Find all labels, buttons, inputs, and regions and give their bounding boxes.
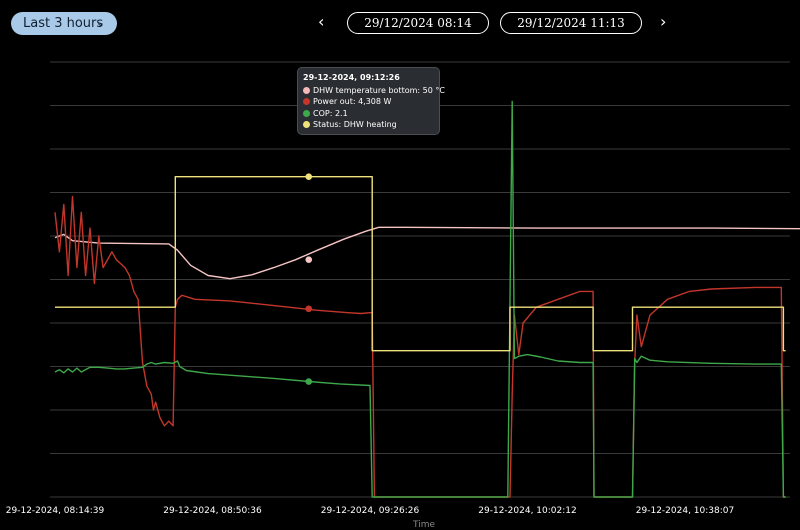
series-cop-line [54,100,786,498]
hover-marker-power-out [305,305,313,313]
x-tick-label: 29-12-2024, 10:38:07 [636,506,734,516]
start-date-field[interactable]: 29/12/2024 08:14 [347,12,489,34]
hover-marker-status [305,173,313,180]
tooltip-row-cop: COP: 2.1 [303,108,434,120]
next-period-button[interactable]: › [660,12,666,31]
hover-markers [305,173,313,385]
status-dot-icon [303,121,310,129]
series-status-line [55,176,786,352]
tooltip-cop-text: COP: 2.1 [313,108,348,118]
x-tick-label: 29-12-2024, 09:26:26 [321,506,420,516]
hover-marker-dhw-temperature-bottom [305,256,313,264]
x-tick-label: 29-12-2024, 08:50:36 [163,506,262,516]
temperature-dot-icon [303,86,310,94]
tooltip-power-text: Power out: 4,308 W [313,97,392,106]
series-dhw-temperature-bottom-line [54,226,800,280]
x-axis-label: Time [413,520,436,530]
hover-marker-cop [305,378,313,385]
chevron-down-icon: ⌄ [95,16,105,29]
power-dot-icon [303,98,310,106]
chart-series [54,100,800,498]
x-tick-label: 29-12-2024, 08:14:39 [6,506,105,516]
chevron-left-icon: ‹ [318,12,325,31]
chevron-right-icon: › [660,12,667,31]
x-tick-label: 29-12-2024, 10:02:12 [478,506,576,516]
grid-lines [50,61,790,498]
tooltip-status-text: Status: DHW heating [313,120,397,129]
time-range-dropdown[interactable]: Last 3 hours ⌄ [11,12,117,35]
hover-tooltip: 29-12-2024, 09:12:26 DHW temperature bot… [297,67,445,135]
end-date-field[interactable]: 29/12/2024 11:13 [500,12,642,34]
cop-dot-icon [303,109,310,117]
time-range-label: Last 3 hours [23,16,104,31]
tooltip-row-status: Status: DHW heating [303,119,434,131]
series-power-out-line [54,195,786,498]
tooltip-row-temperature: DHW temperature bottom: 50 °C [303,85,445,97]
previous-period-button[interactable]: ‹ [318,12,324,31]
tooltip-row-power: Power out: 4,308 W [303,96,434,108]
tooltip-title: 29-12-2024, 09:12:26 [303,73,400,82]
tooltip-temperature-text: DHW temperature bottom: 50 °C [313,85,445,95]
x-axis-ticks: 29-12-2024, 08:14:39 29-12-2024, 08:50:36… [6,506,734,516]
